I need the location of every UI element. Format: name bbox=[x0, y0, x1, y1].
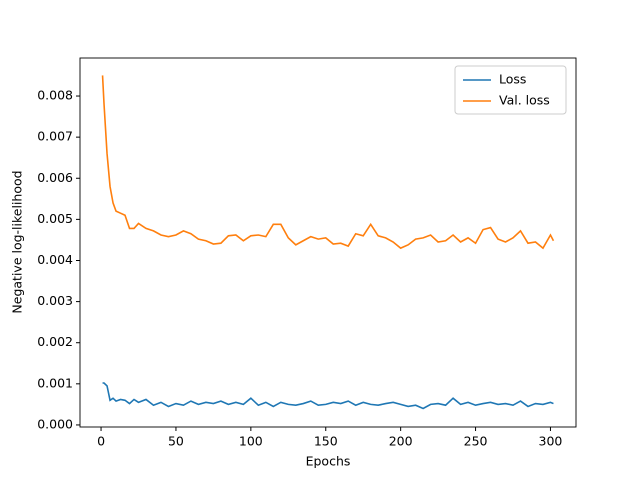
legend-label: Loss bbox=[499, 72, 526, 87]
y-tick-label: 0.002 bbox=[37, 334, 73, 349]
y-axis-label: Negative log-likelihood bbox=[10, 170, 25, 313]
legend-label: Val. loss bbox=[499, 93, 550, 108]
y-tick-label: 0.005 bbox=[37, 211, 73, 226]
y-tick-label: 0.007 bbox=[37, 129, 73, 144]
x-tick-label: 50 bbox=[168, 434, 184, 449]
y-tick-label: 0.006 bbox=[37, 170, 73, 185]
y-tick-label: 0.004 bbox=[37, 252, 73, 267]
y-tick-label: 0.000 bbox=[37, 416, 73, 431]
x-tick-label: 250 bbox=[464, 434, 488, 449]
y-tick-label: 0.008 bbox=[37, 88, 73, 103]
x-tick-label: 300 bbox=[539, 434, 563, 449]
legend-box bbox=[454, 65, 567, 115]
y-tick-label: 0.003 bbox=[37, 293, 73, 308]
x-tick-label: 100 bbox=[239, 434, 263, 449]
x-tick-label: 150 bbox=[314, 434, 338, 449]
x-axis-label: Epochs bbox=[306, 454, 351, 469]
plot-frame bbox=[79, 57, 577, 428]
line bbox=[101, 75, 555, 250]
line bbox=[102, 382, 554, 410]
x-tick-label: 0 bbox=[97, 434, 105, 449]
y-tick-label: 0.001 bbox=[37, 375, 73, 390]
x-tick-label: 200 bbox=[389, 434, 413, 449]
